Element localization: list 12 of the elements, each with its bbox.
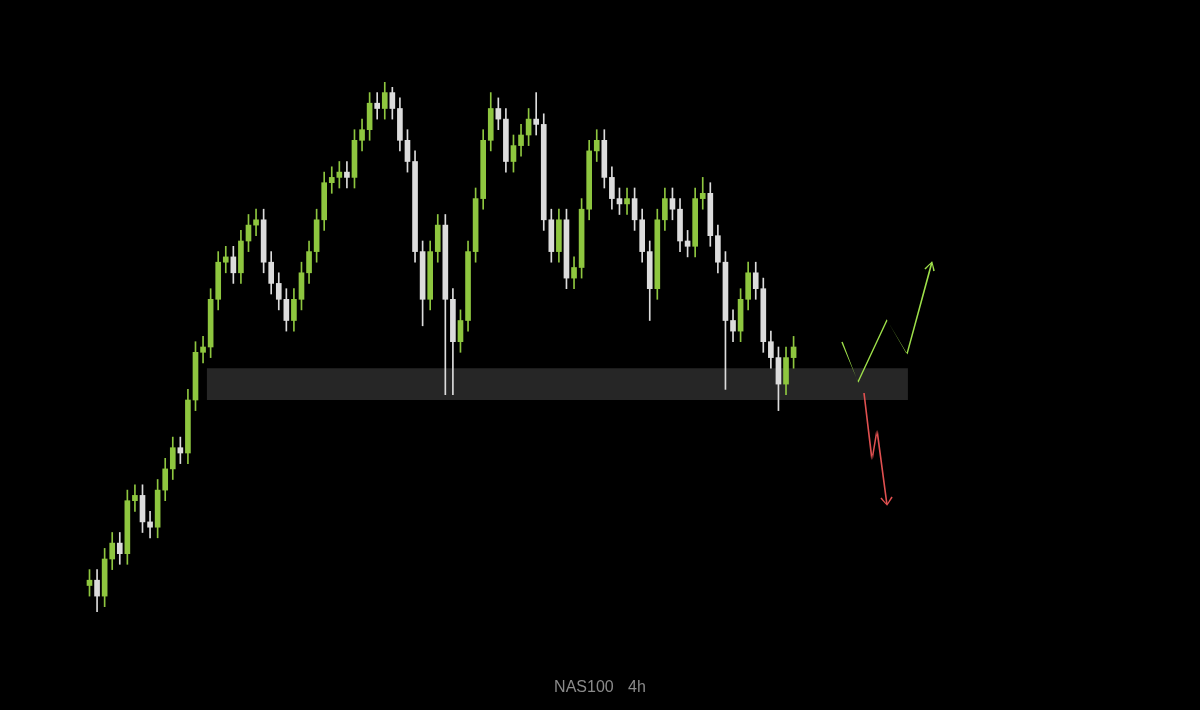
candlestick [132, 484, 138, 512]
candlestick [374, 92, 381, 120]
candlestick [253, 208, 259, 237]
candlestick [344, 161, 350, 189]
candlestick [699, 177, 706, 210]
candlestick [624, 187, 630, 215]
candlestick [328, 166, 335, 194]
candlestick [147, 510, 153, 539]
candlestick [222, 245, 229, 274]
candlestick [533, 92, 540, 136]
candlestick [200, 336, 206, 364]
text: NAS100 4h [553, 678, 647, 696]
